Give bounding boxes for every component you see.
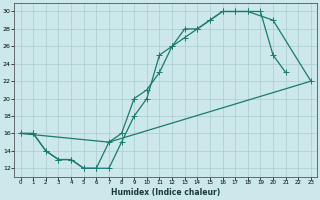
X-axis label: Humidex (Indice chaleur): Humidex (Indice chaleur) [111,188,220,197]
